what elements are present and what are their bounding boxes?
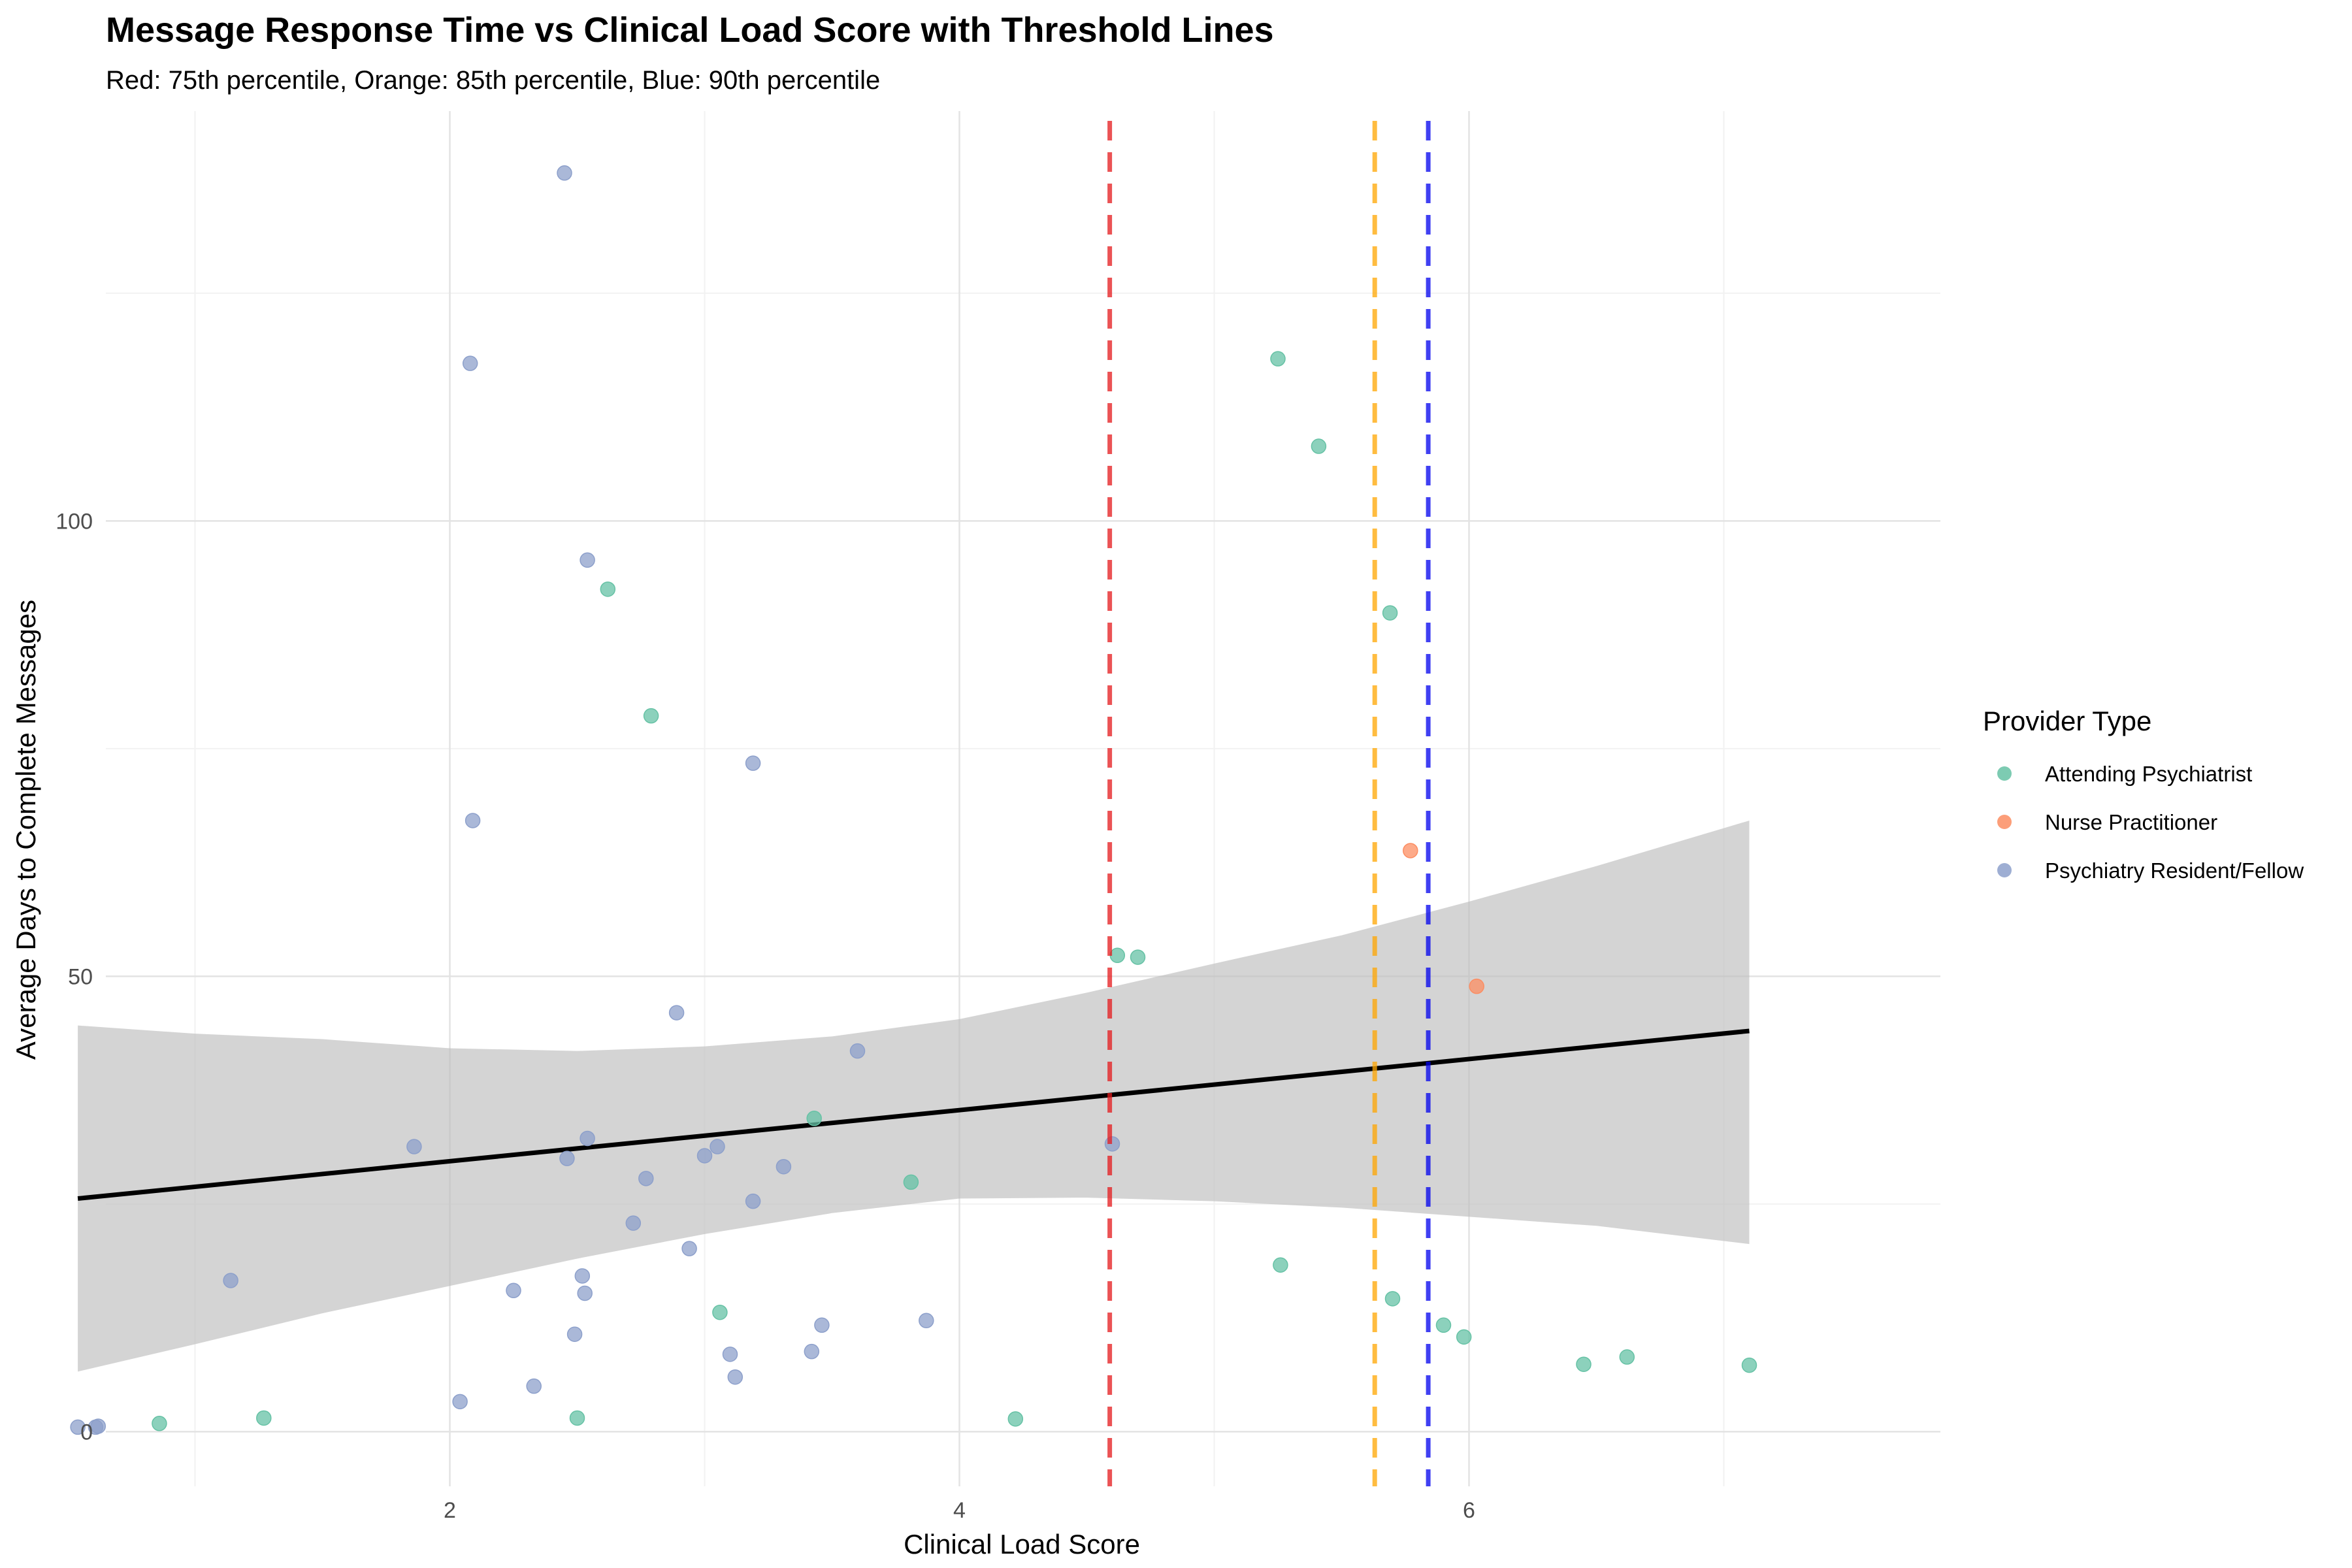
x-tick-label: 2 — [444, 1498, 456, 1523]
data-point — [90, 1418, 106, 1434]
legend-swatch — [1997, 815, 2012, 829]
data-point — [849, 1043, 866, 1059]
y-tick-label: 0 — [80, 1420, 93, 1445]
data-point — [1456, 1329, 1472, 1345]
trend-line — [77, 1028, 1750, 1201]
data-point — [600, 581, 616, 597]
data-point — [1619, 1349, 1635, 1365]
data-point — [903, 1174, 919, 1190]
data-point — [638, 1171, 654, 1186]
grid — [106, 111, 1940, 1486]
data-point — [712, 1304, 728, 1320]
data-point — [452, 1394, 468, 1410]
legend-swatch — [1997, 766, 2012, 781]
data-point — [1109, 947, 1126, 964]
data-point — [745, 755, 761, 771]
data-point — [814, 1317, 830, 1333]
data-point — [625, 1215, 642, 1231]
data-point — [1311, 438, 1327, 454]
data-point — [70, 1419, 86, 1435]
x-tick-label: 4 — [953, 1498, 966, 1523]
trend — [77, 1028, 1750, 1201]
data-point — [526, 1378, 542, 1394]
y-tick-label: 50 — [68, 964, 93, 989]
data-point — [1576, 1356, 1592, 1372]
data-point — [745, 1193, 761, 1209]
legend-items: Attending Psychiatrist Nurse Practitioner… — [1997, 762, 2304, 883]
data-point — [668, 1005, 685, 1021]
data-point — [1104, 1136, 1120, 1152]
data-point — [580, 552, 595, 568]
data-point — [919, 1313, 934, 1329]
x-axis-label: Clinical Load Score — [904, 1529, 1140, 1560]
data-point — [569, 1410, 585, 1426]
data-point — [722, 1347, 738, 1362]
data-point — [727, 1369, 743, 1385]
chart-subtitle: Red: 75th percentile, Orange: 85th perce… — [106, 66, 880, 95]
y-axis-label: Average Days to Complete Messages — [10, 600, 41, 1060]
threshold-lines — [1107, 121, 1431, 1486]
data-point — [1382, 605, 1398, 621]
data-point — [574, 1268, 591, 1284]
data-point — [577, 1285, 593, 1301]
data-point — [580, 1130, 595, 1147]
axis-ticks: 2 4 6 0 50 100 — [56, 509, 1475, 1523]
data-point — [696, 1148, 713, 1164]
confidence-band-area — [78, 820, 1750, 1372]
legend-label: Attending Psychiatrist — [2045, 762, 2252, 786]
data-point — [1130, 949, 1146, 965]
legend-title: Provider Type — [1983, 706, 2151, 736]
data-point — [1435, 1317, 1452, 1333]
data-point — [710, 1139, 725, 1154]
data-point — [776, 1158, 792, 1175]
data-point — [1270, 351, 1286, 367]
data-point — [643, 708, 659, 724]
data-point — [557, 165, 572, 181]
legend-label: Nurse Practitioner — [2045, 810, 2217, 834]
data-point — [804, 1343, 820, 1360]
legend-swatch — [1997, 863, 2012, 877]
legend: Provider Type Attending Psychiatrist Nurs… — [1983, 706, 2304, 883]
data-point — [681, 1241, 697, 1256]
data-point — [506, 1282, 521, 1299]
data-point — [152, 1416, 167, 1431]
data-point — [1384, 1291, 1401, 1307]
data-point — [256, 1410, 272, 1426]
legend-label: Psychiatry Resident/Fellow — [2045, 858, 2304, 883]
data-point — [223, 1273, 238, 1288]
data-point — [1741, 1357, 1757, 1373]
data-point — [1007, 1411, 1024, 1427]
data-points — [70, 165, 1757, 1435]
data-point — [462, 355, 478, 371]
confidence-band — [78, 820, 1750, 1372]
data-point — [406, 1139, 422, 1154]
data-point — [806, 1111, 822, 1126]
y-tick-label: 100 — [56, 509, 93, 534]
data-point — [1469, 978, 1484, 994]
data-point — [465, 813, 481, 828]
data-point — [1273, 1257, 1288, 1273]
data-point — [559, 1151, 575, 1166]
data-point — [1403, 843, 1418, 858]
data-point — [566, 1326, 583, 1342]
x-tick-label: 6 — [1463, 1498, 1475, 1523]
chart-title: Message Response Time vs Clinical Load S… — [106, 10, 1274, 50]
